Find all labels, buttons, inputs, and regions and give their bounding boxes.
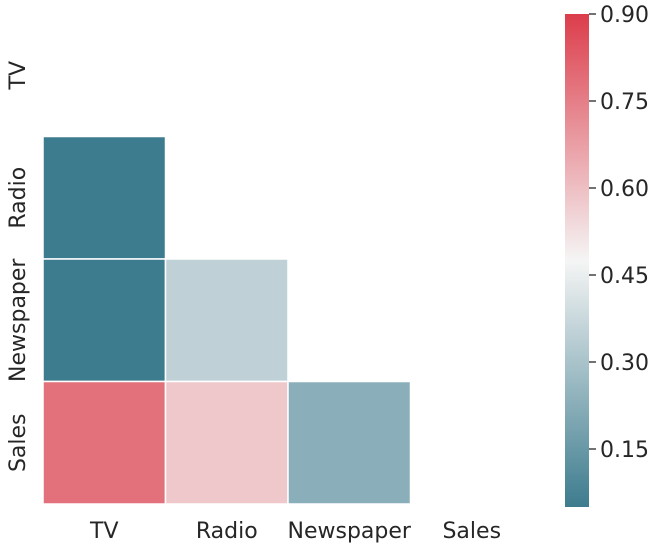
colorbar-tick-label: 0.30 [600,351,649,376]
x-tick-labels: TV Radio Newspaper Sales [89,519,501,544]
colorbar-tick-label: 0.90 [600,3,649,28]
x-tick-label-tv: TV [89,519,119,544]
x-tick-label-newspaper: Newspaper [288,519,412,544]
heatmap-cell-newspaper-tv [42,258,167,383]
x-tick-label-sales: Sales [442,519,501,544]
colorbar-gradient [565,14,589,507]
y-tick-label-radio: Radio [6,167,31,229]
heatmap-cell-newspaper-radio [164,258,289,383]
heatmap-cells [42,135,412,505]
colorbar-tick-label: 0.15 [600,438,649,463]
y-tick-label-tv: TV [6,61,31,91]
colorbar-tick-label: 0.45 [600,264,649,289]
colorbar-tick-label: 0.60 [600,177,649,202]
heatmap-cell-sales-radio [164,380,289,505]
y-tick-labels: TV Radio Newspaper Sales [6,61,31,472]
colorbar: 0.15 0.30 0.45 0.60 0.75 0.90 [565,3,649,507]
colorbar-tick-label: 0.75 [600,90,649,115]
y-tick-label-newspaper: Newspaper [6,258,31,382]
y-tick-label-sales: Sales [6,413,31,472]
heatmap-cell-sales-newspaper [287,380,412,505]
x-tick-label-radio: Radio [196,519,258,544]
heatmap-cell-sales-tv [42,380,167,505]
heatmap-cell-radio-tv [42,135,167,260]
